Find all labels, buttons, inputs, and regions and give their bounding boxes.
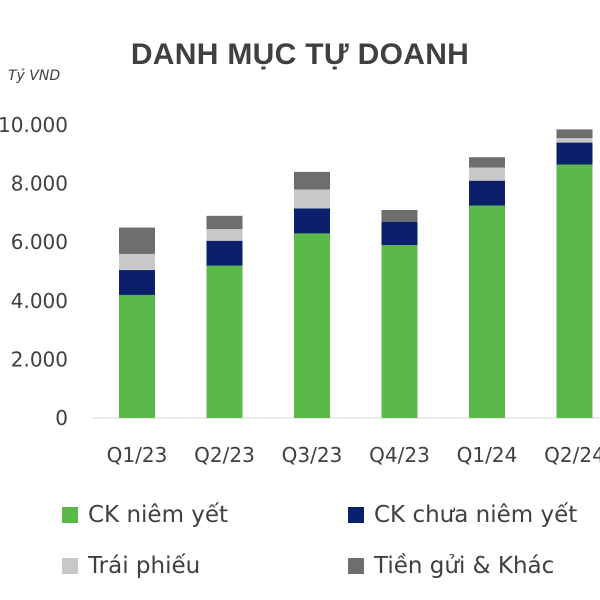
bar-segment-2-Q2-24 [556, 142, 593, 165]
bar-segment-4-Q2-24 [556, 129, 593, 139]
stacked-bar-chart: 0 2.000 4.000 6.000 8.000 10.000 Q1/23 Q2/23 Q3/… [0, 113, 600, 467]
bar-segment-3-Q1-24 [469, 167, 505, 181]
bar-segment-2-Q3-23 [294, 208, 330, 234]
bar-segment-2-Q4-23 [381, 221, 418, 246]
x-tick-label: Q1/24 [457, 443, 518, 467]
y-tick-label: 4.000 [11, 289, 68, 313]
legend-label-ck-niem-yet: CK niêm yết [88, 502, 229, 528]
bar-segment-4-Q2-23 [206, 215, 243, 230]
bar-segment-2-Q1-24 [469, 180, 505, 206]
legend-swatch-ck-niem-yet [62, 507, 78, 523]
legend-swatch-ck-chua-niem-yet [348, 507, 364, 523]
unit-label: Tỷ VND [8, 68, 61, 84]
legend-label-trai-phieu: Trái phiếu [88, 553, 201, 579]
y-tick-label: 8.000 [11, 172, 68, 196]
bar-segment-4-Q3-23 [294, 171, 330, 190]
y-tick-label: 2.000 [11, 347, 68, 371]
y-tick-label: 6.000 [11, 230, 68, 254]
legend-label-tien-gui-khac: Tiền gửi & Khác [374, 553, 555, 579]
legend-item-trai-phieu: Trái phiếu [62, 553, 200, 579]
bar-segment-1-Q2-23 [206, 265, 243, 418]
legend-item-ck-chua-niem-yet: CK chưa niêm yết [348, 502, 577, 528]
bar-segment-1-Q2-24 [556, 164, 593, 418]
y-tick-label: 10.000 [0, 113, 68, 137]
bar-segment-1-Q4-23 [381, 245, 418, 418]
legend-label-ck-chua-niem-yet: CK chưa niêm yết [374, 502, 578, 528]
x-tick-label: Q1/23 [107, 443, 168, 467]
legend: CK niêm yết CK chưa niêm yết Trái phiếu … [0, 492, 600, 592]
bar-segment-2-Q2-23 [206, 240, 243, 266]
bar-segment-3-Q3-23 [294, 189, 330, 209]
legend-swatch-tien-gui-khac [348, 558, 364, 574]
bar-segment-4-Q1-23 [119, 227, 155, 254]
bar-segment-3-Q1-23 [119, 253, 155, 271]
legend-item-ck-niem-yet: CK niêm yết [62, 502, 228, 528]
y-tick-label: 0 [55, 406, 68, 430]
bar-segment-2-Q1-23 [119, 270, 155, 295]
legend-swatch-trai-phieu [62, 558, 78, 574]
chart-title: DANH MỤC TỰ DOANH [130, 38, 470, 71]
legend-item-tien-gui-khac: Tiền gửi & Khác [348, 553, 554, 579]
bar-segment-4-Q4-23 [381, 209, 418, 222]
bar-segment-1-Q1-24 [469, 205, 505, 418]
bar-segment-1-Q1-23 [119, 294, 155, 418]
bar-segment-1-Q3-23 [294, 233, 330, 418]
bar-segment-3-Q2-24 [556, 138, 593, 143]
bar-segment-4-Q1-24 [469, 157, 505, 168]
bar-segment-3-Q2-23 [206, 229, 243, 241]
x-tick-label: Q4/23 [369, 443, 430, 467]
x-tick-label: Q2/23 [194, 443, 255, 467]
x-tick-label: Q2/24 [544, 443, 600, 467]
x-tick-label: Q3/23 [282, 443, 343, 467]
